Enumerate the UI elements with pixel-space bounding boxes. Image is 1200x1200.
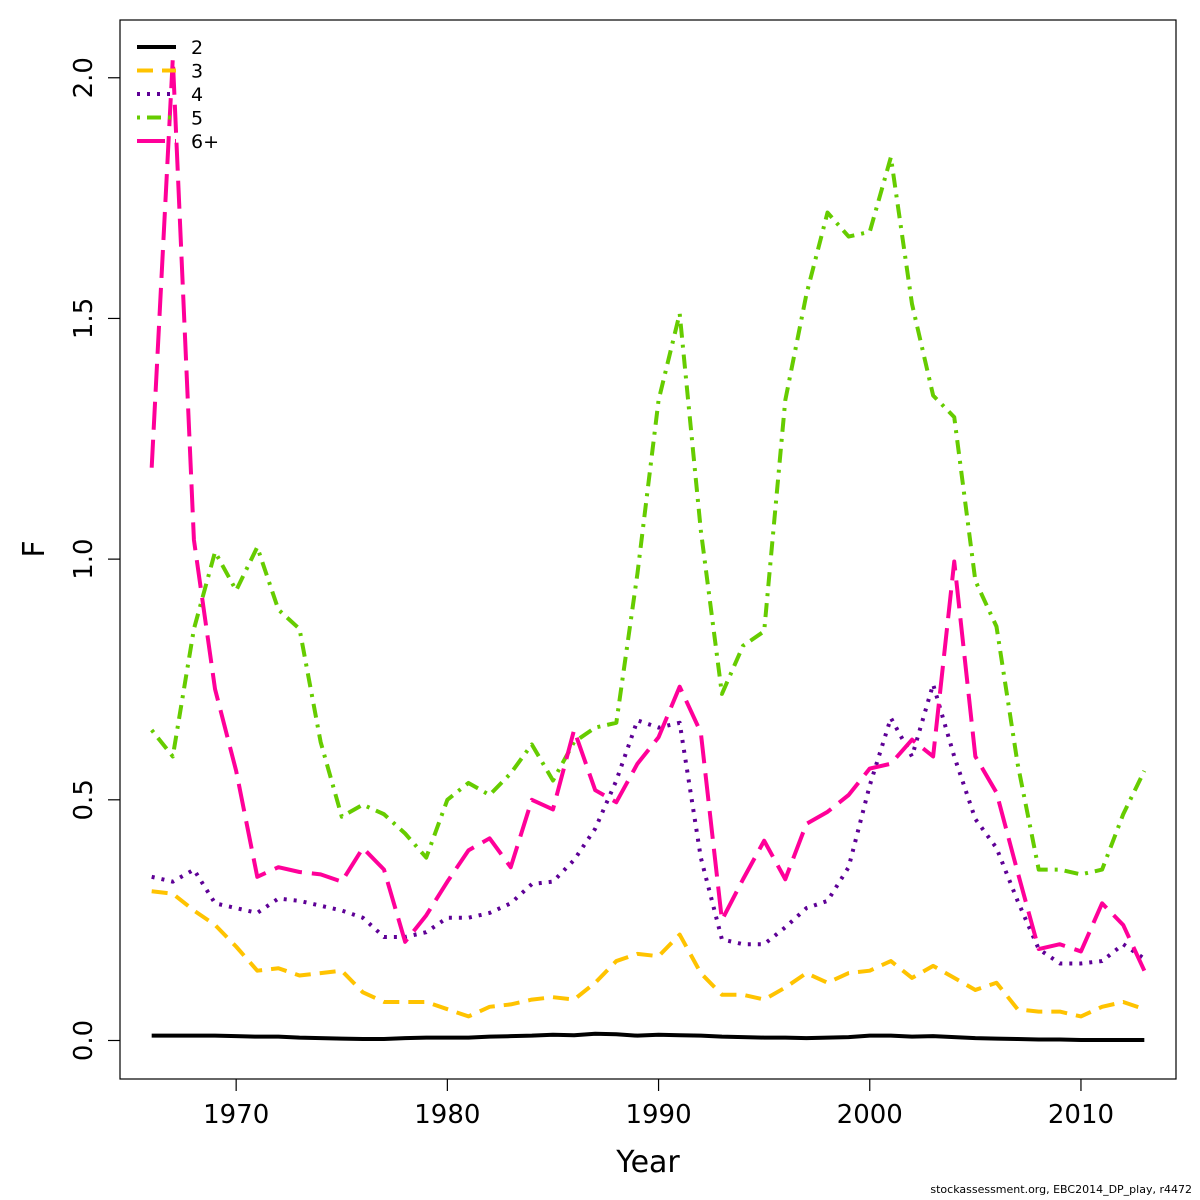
legend-label-4: 5 [191,108,203,130]
x-tick-label: 2000 [837,1100,903,1130]
series-line-4 [150,155,1147,877]
legend-label-1: 2 [191,37,203,59]
x-tick-label: 1990 [625,1100,691,1130]
footer-credit: stockassessment.org, EBC2014_DP_play, r4… [930,1183,1192,1196]
y-tick-label: 2.0 [69,57,99,98]
series-line-3 [151,682,1146,966]
y-tick-label: 0.0 [69,1020,99,1061]
y-axis-title: F [17,540,52,557]
y-tick-label: 0.5 [69,779,99,820]
y-tick-label: 1.5 [69,298,99,339]
x-axis: 1970 1980 1990 2000 2010 [203,1079,1114,1130]
x-axis-title: Year [615,1145,680,1180]
series-lines [149,56,1147,1043]
x-tick-label: 2010 [1048,1100,1114,1130]
legend-label-2: 3 [191,61,203,83]
series-line-5 [149,56,1147,972]
series-line-2 [151,889,1145,1019]
y-axis: 0.0 0.5 1.0 1.5 2.0 [69,57,120,1061]
legend-label-3: 4 [191,84,203,106]
x-tick-label: 1970 [203,1100,269,1130]
x-tick-label: 1980 [414,1100,480,1130]
y-tick-label: 1.0 [69,538,99,579]
legend-label-5: 6+ [191,131,219,153]
series-line-1 [151,1031,1145,1043]
plot-frame [119,19,1177,1080]
